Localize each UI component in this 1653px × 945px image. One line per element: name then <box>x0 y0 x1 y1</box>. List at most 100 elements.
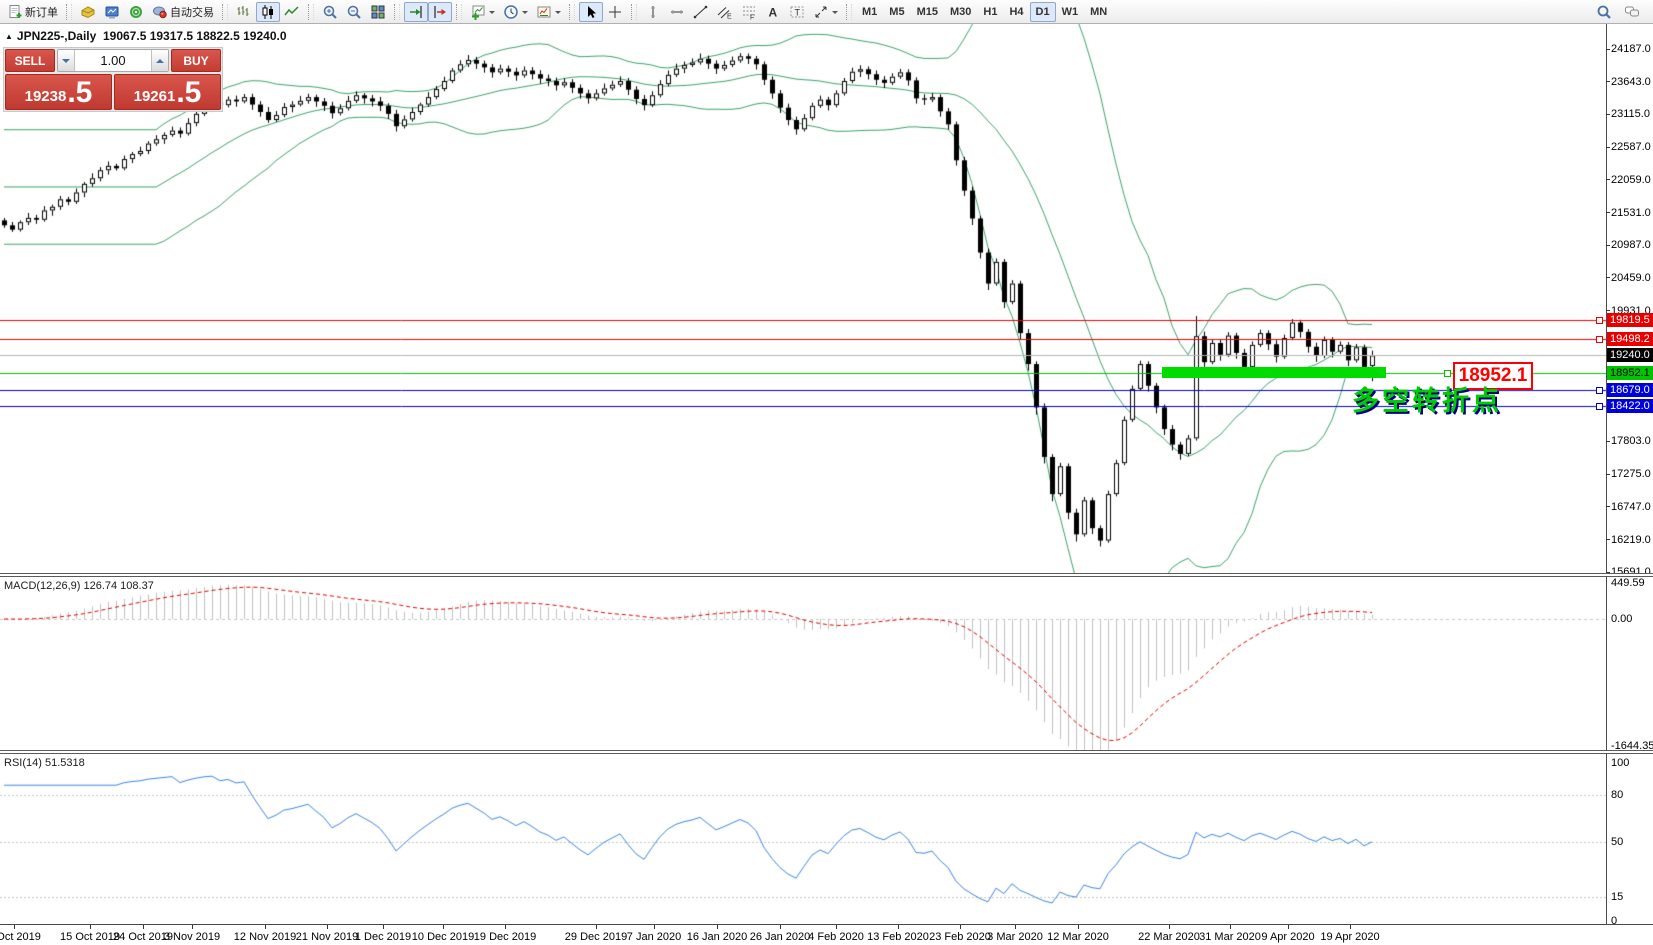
date-tick-label: 12 Mar 2020 <box>1047 931 1109 943</box>
timeframe-mn-button[interactable]: MN <box>1084 2 1113 22</box>
timeframe-h4-button[interactable]: H4 <box>1003 2 1029 22</box>
vertical-line-button[interactable] <box>641 2 665 22</box>
toolbar-grip <box>222 3 228 20</box>
chevron-down-icon <box>555 10 561 17</box>
price-tick-mark <box>1606 212 1610 213</box>
volume-decrease-button[interactable] <box>58 50 75 71</box>
text-button[interactable]: A <box>761 2 785 22</box>
timeframe-m30-button[interactable]: M30 <box>944 2 977 22</box>
line-handle[interactable] <box>1444 370 1451 378</box>
main-chart-canvas[interactable] <box>0 24 1606 573</box>
terminal-icon <box>105 6 119 18</box>
buy-button[interactable]: BUY <box>171 49 221 72</box>
date-tick-mark <box>443 925 444 929</box>
price-tick-mark <box>1606 506 1610 507</box>
linechart-icon <box>284 5 299 15</box>
price-tick-label: 20459.0 <box>1611 271 1651 284</box>
volume-increase-button[interactable] <box>151 50 168 71</box>
rsi-pane-canvas[interactable] <box>0 754 1606 924</box>
zoom-out-button[interactable] <box>342 2 366 22</box>
candlestick-chart-button[interactable] <box>256 1 280 22</box>
date-tick-label: 29 Dec 2019 <box>564 931 628 943</box>
buy-price[interactable]: 19261.5 <box>114 74 221 110</box>
bars-icon <box>237 5 249 16</box>
trendline-icon <box>693 5 708 18</box>
date-tick-mark <box>1230 925 1231 929</box>
bar-chart-button[interactable] <box>232 2 256 22</box>
volume-input[interactable] <box>75 50 151 71</box>
price-tick-mark <box>1606 474 1610 475</box>
horizontal-line-button[interactable] <box>665 2 689 22</box>
date-tick-mark <box>898 925 899 929</box>
timeframe-m15-button[interactable]: M15 <box>911 2 944 22</box>
line-handle[interactable] <box>1596 403 1603 411</box>
price-tick-mark <box>1606 49 1610 50</box>
trendline-button[interactable] <box>689 2 713 22</box>
search-button[interactable] <box>1592 2 1616 22</box>
price-tick-mark <box>1606 310 1610 311</box>
text-icon: A <box>769 5 778 19</box>
date-tick-mark <box>717 925 718 929</box>
date-tick-mark <box>960 925 961 929</box>
cursor-icon <box>588 5 596 18</box>
price-callout-label[interactable]: 18952.1 <box>1453 362 1533 390</box>
macd-pane-canvas[interactable] <box>0 577 1606 750</box>
search-icon <box>1597 5 1611 19</box>
date-tick-label: 24 Oct 2019 <box>113 931 173 943</box>
community-chat-button[interactable] <box>1620 2 1644 22</box>
cursor-button[interactable] <box>579 1 603 22</box>
pane-separator[interactable] <box>0 750 1653 754</box>
signals-button[interactable] <box>124 2 148 22</box>
arrows-button[interactable] <box>809 2 842 22</box>
text-label-button[interactable]: T <box>785 2 809 22</box>
line-handle[interactable] <box>1596 316 1603 324</box>
line-handle[interactable] <box>1596 387 1603 395</box>
templates-button[interactable] <box>532 2 565 22</box>
turning-point-annotation[interactable]: 多空转折点 <box>1352 386 1502 416</box>
main-toolbar: 新订单 自动交易 E F A T M1 M5 M15 M30 H1 H4 D1 W1 MN <box>0 0 1653 24</box>
new-chart-button[interactable] <box>466 2 499 22</box>
support-zone-rectangle[interactable] <box>1162 367 1386 378</box>
tile-windows-button[interactable] <box>366 2 390 22</box>
toolbar-grip <box>631 3 637 20</box>
line-chart-button[interactable] <box>280 2 304 22</box>
sell-button[interactable]: SELL <box>5 49 55 72</box>
date-tick-mark <box>654 925 655 929</box>
date-tick-label: 16 Jan 2020 <box>686 931 748 943</box>
timeframe-w1-button[interactable]: W1 <box>1056 2 1085 22</box>
timeframe-h1-button[interactable]: H1 <box>977 2 1003 22</box>
equidistant-channel-button[interactable]: E <box>713 2 737 22</box>
svg-text:F: F <box>750 14 754 20</box>
chart-shift-button[interactable] <box>428 1 452 22</box>
timeframe-m1-button[interactable]: M1 <box>856 2 883 22</box>
market-watch-button[interactable] <box>76 2 100 22</box>
date-tick-mark <box>192 925 193 929</box>
price-axis[interactable]: 24187.0 23643.0 23115.0 22587.0 22059.0 21531… <box>1606 24 1653 927</box>
date-tick-mark <box>327 925 328 929</box>
fibo-icon: F <box>743 6 755 20</box>
date-tick-mark <box>1078 925 1079 929</box>
new-order-button-label: 新订单 <box>25 6 58 19</box>
autotrading-button[interactable]: 自动交易 <box>148 2 218 22</box>
date-tick-label: 12 Nov 2019 <box>233 931 297 943</box>
timeframe-d1-button[interactable]: D1 <box>1029 1 1056 22</box>
new-order-button[interactable]: 新订单 <box>3 2 62 22</box>
date-tick-mark <box>836 925 837 929</box>
auto-scroll-button[interactable] <box>404 1 428 22</box>
date-tick-mark <box>780 925 781 929</box>
pane-separator[interactable] <box>0 573 1653 577</box>
timeframe-m5-button[interactable]: M5 <box>883 2 910 22</box>
zoom-in-button[interactable] <box>318 2 342 22</box>
date-tick-mark <box>1169 925 1170 929</box>
text-label-icon: T <box>790 6 804 17</box>
rsi-axis-label: 100 <box>1611 757 1630 769</box>
price-tick-label: 16219.0 <box>1611 533 1651 546</box>
terminal-button[interactable] <box>100 2 124 22</box>
fibonacci-button[interactable]: F <box>737 2 761 22</box>
profiles-button[interactable] <box>499 2 532 22</box>
line-handle[interactable] <box>1596 336 1603 344</box>
symbol-collapse-icon[interactable]: ▲ <box>5 32 13 41</box>
crosshair-button[interactable] <box>603 2 627 22</box>
sell-price[interactable]: 19238.5 <box>5 74 112 110</box>
